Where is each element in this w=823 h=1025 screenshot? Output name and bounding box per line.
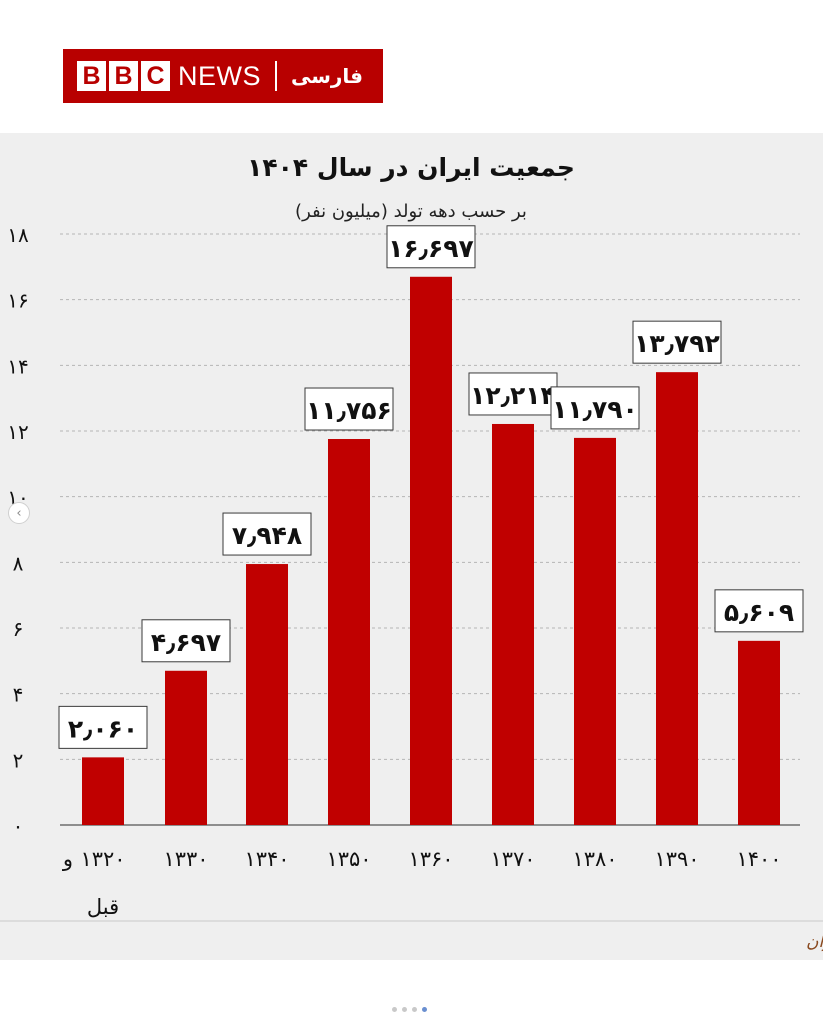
bar	[574, 437, 616, 825]
y-tick-label: ۲	[13, 748, 24, 772]
y-tick-label: ۱۶	[7, 289, 28, 313]
value-label: ۲٫۰۶۰	[68, 714, 138, 743]
value-label: ۱۱٫۷۹۰	[552, 395, 638, 424]
carousel-dot[interactable]	[412, 1007, 417, 1012]
chart-subtitle: بر حسب دهه تولد (میلیون نفر)	[295, 201, 527, 222]
bar	[165, 670, 207, 825]
value-label-box	[141, 619, 231, 663]
source-note: منبع: مرکز آمار ایران	[806, 931, 823, 952]
bar	[246, 564, 288, 825]
x-tick-label: ۱۳۷۰	[490, 847, 535, 871]
value-label: ۱۲٫۲۱۴	[470, 381, 556, 410]
x-tick-label: ۱۳۶۰	[408, 847, 453, 871]
bbc-block-b1: B	[77, 61, 106, 91]
x-tick-label: ۱۴۰۰	[736, 847, 781, 871]
bar	[656, 372, 698, 825]
bbc-block-c: C	[141, 61, 170, 91]
y-tick-label: ۰	[13, 814, 24, 838]
y-tick-label: ۸	[13, 551, 24, 575]
value-label-box	[222, 512, 312, 556]
value-label-box	[632, 320, 722, 364]
value-label: ۱۶٫۶۹۷	[388, 234, 474, 263]
carousel-indicator	[392, 1007, 427, 1012]
service-name: فارسی	[291, 64, 364, 88]
bbc-blocks: B B C	[77, 61, 170, 91]
value-label: ۴٫۶۹۷	[151, 628, 221, 657]
carousel-prev-icon[interactable]: ‹	[8, 502, 30, 524]
carousel-dot-active[interactable]	[422, 1007, 427, 1012]
bars-layer	[82, 276, 780, 825]
bar	[328, 439, 370, 825]
value-label: ۷٫۹۴۸	[232, 521, 302, 550]
x-tick-label: ۱۳۴۰	[244, 847, 289, 871]
x-tick-label-suffix: و	[62, 847, 73, 871]
x-tick-label: ۱۳۸۰	[572, 847, 617, 871]
bar	[492, 423, 534, 825]
value-label-box	[386, 225, 476, 269]
bar	[410, 276, 452, 825]
news-word: NEWS	[178, 60, 261, 91]
value-label-box	[550, 386, 640, 430]
footer-area	[0, 960, 823, 1025]
carousel-dot[interactable]	[392, 1007, 397, 1012]
value-label: ۵٫۶۰۹	[724, 598, 794, 627]
value-label-box	[714, 589, 804, 633]
bar	[738, 640, 780, 825]
value-label: ۱۱٫۷۵۶	[306, 396, 392, 425]
bar	[82, 757, 124, 825]
x-tick-label: ۱۳۹۰	[654, 847, 699, 871]
x-tick-label: ۱۳۵۰	[326, 847, 371, 871]
chart-title: جمعیت ایران در سال ۱۴۰۴	[247, 153, 575, 183]
bbc-news-farsi-logo[interactable]: B B C NEWS فارسی	[63, 49, 383, 103]
value-label-box	[58, 705, 148, 749]
banner-separator	[275, 61, 277, 91]
bbc-block-b2: B	[109, 61, 138, 91]
y-tick-label: ۱۸	[7, 223, 29, 247]
y-tick-label: ۶	[13, 617, 24, 641]
y-tick-label: ۴	[13, 683, 24, 707]
value-label: ۱۳٫۷۹۲	[634, 329, 720, 358]
x-tick-label: ۱۳۲۰	[80, 847, 125, 871]
y-tick-label: ۱۲	[7, 420, 28, 444]
y-tick-label: ۱۴	[7, 354, 28, 378]
x-tick-label-suffix: قبل	[87, 895, 119, 919]
x-tick-label: ۱۳۳۰	[163, 847, 208, 871]
carousel-dot[interactable]	[402, 1007, 407, 1012]
value-label-box	[304, 387, 394, 431]
